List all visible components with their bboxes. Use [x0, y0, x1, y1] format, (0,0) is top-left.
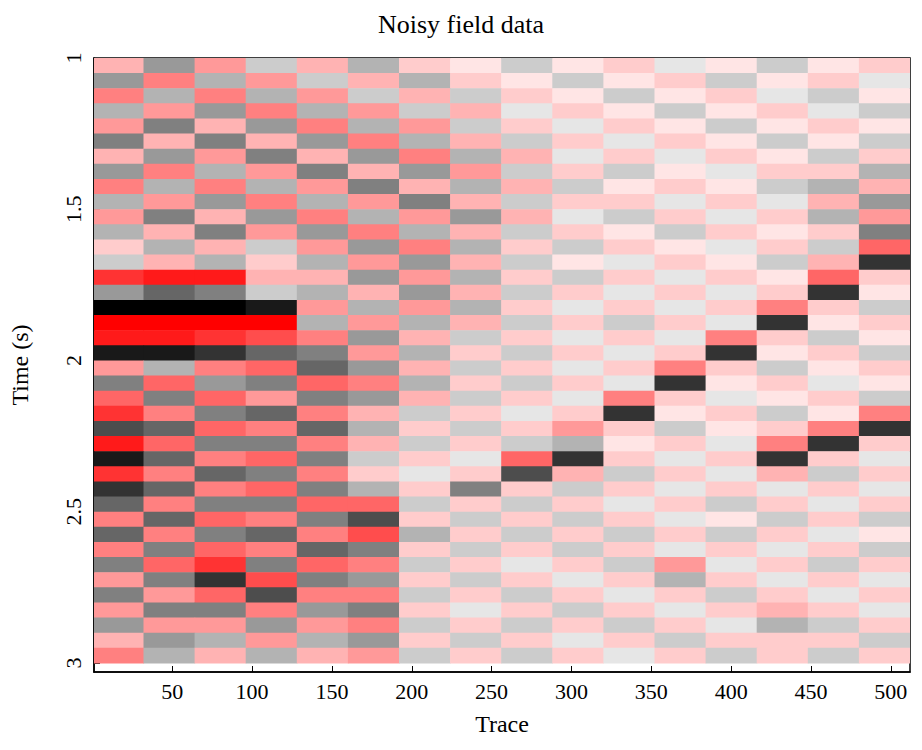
svg-text:3: 3 — [61, 657, 86, 668]
svg-text:200: 200 — [395, 679, 428, 704]
svg-text:2: 2 — [61, 355, 86, 366]
svg-text:1.5: 1.5 — [61, 195, 86, 223]
svg-text:150: 150 — [315, 679, 348, 704]
svg-text:Noisy field data: Noisy field data — [378, 10, 545, 39]
svg-text:500: 500 — [874, 679, 907, 704]
svg-text:450: 450 — [794, 679, 827, 704]
svg-text:100: 100 — [236, 679, 269, 704]
svg-text:350: 350 — [635, 679, 668, 704]
svg-text:1: 1 — [61, 53, 86, 64]
svg-text:250: 250 — [475, 679, 508, 704]
svg-text:300: 300 — [555, 679, 588, 704]
svg-text:Trace: Trace — [475, 711, 529, 737]
svg-text:50: 50 — [161, 679, 183, 704]
svg-text:400: 400 — [715, 679, 748, 704]
svg-text:2.5: 2.5 — [61, 498, 86, 525]
svg-text:Time (s): Time (s) — [7, 324, 33, 405]
